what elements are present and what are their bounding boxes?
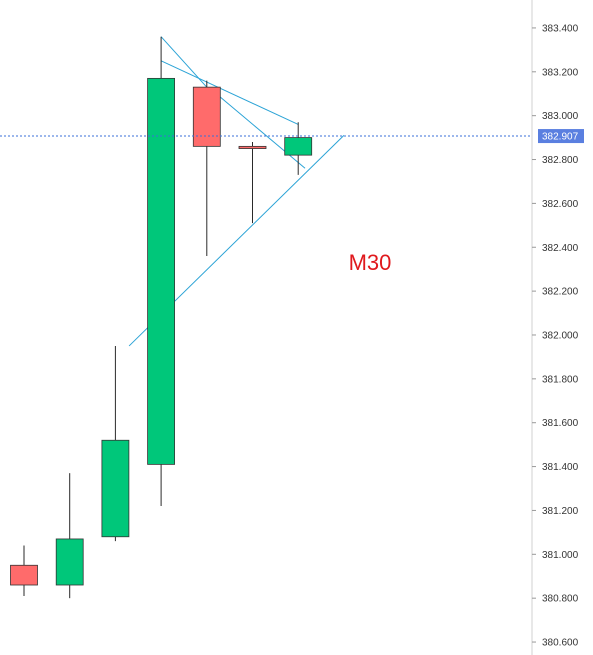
price-tick-label: 382.200 bbox=[542, 287, 579, 298]
price-tick-label: 382.600 bbox=[542, 199, 579, 210]
bearish-candle bbox=[238, 141, 267, 224]
bullish-candle bbox=[101, 345, 130, 542]
candle-body bbox=[101, 439, 130, 538]
bullish-candle bbox=[284, 122, 313, 175]
current-price-tag bbox=[538, 129, 584, 144]
price-tick-label: 382.400 bbox=[542, 243, 579, 254]
price-tick-label: 380.800 bbox=[542, 594, 579, 605]
candle-body bbox=[10, 564, 38, 586]
price-tick-label: 382.000 bbox=[542, 330, 579, 341]
candle-body bbox=[192, 86, 221, 147]
price-axis: 383.400 383.200 383.000 382.800 382.600 382.4… bbox=[531, 0, 579, 655]
trendline bbox=[160, 60, 299, 125]
candle-body bbox=[147, 77, 176, 465]
bullish-candle bbox=[55, 473, 84, 599]
timeframe-label: M30 bbox=[349, 250, 392, 275]
price-tick-label: 381.400 bbox=[542, 462, 579, 473]
price-tick-label: 383.400 bbox=[542, 23, 579, 34]
price-tick-label: 383.000 bbox=[542, 111, 579, 122]
candle-body bbox=[55, 538, 84, 586]
price-tick-label: 380.600 bbox=[542, 638, 579, 649]
candle-body bbox=[238, 145, 267, 149]
bullish-candle bbox=[147, 36, 176, 507]
current-price-marker: 382.907 bbox=[0, 129, 584, 144]
price-tick-label: 383.200 bbox=[542, 67, 579, 78]
bearish-candle bbox=[10, 545, 38, 596]
candle-body bbox=[284, 137, 313, 156]
price-tick-label: 382.800 bbox=[542, 155, 579, 166]
current-price-label: 382.907 bbox=[542, 132, 579, 143]
price-tick-label: 381.000 bbox=[542, 550, 579, 561]
price-tick-label: 381.800 bbox=[542, 374, 579, 385]
price-tick-label: 381.600 bbox=[542, 418, 579, 429]
price-tick-label: 381.200 bbox=[542, 506, 579, 517]
